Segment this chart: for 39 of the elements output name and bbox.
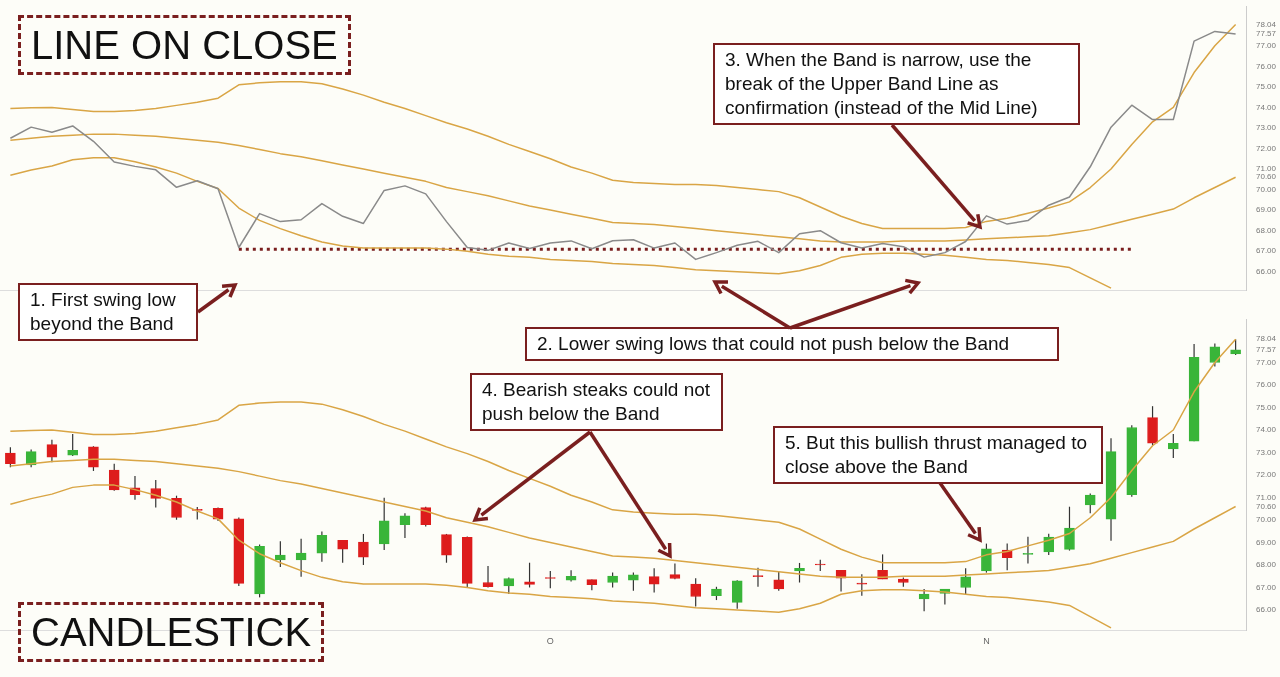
chart-title: LINE ON CLOSE (18, 15, 351, 75)
y-tick-label: 67.00 (1256, 582, 1277, 592)
y-tick-label: 77.00 (1256, 41, 1277, 51)
y-tick-label: 70.00 (1256, 515, 1277, 525)
y-tick-label: 66.00 (1256, 605, 1277, 615)
y-tick-label: 72.00 (1256, 143, 1277, 153)
x-tick-label: O (546, 636, 554, 647)
y-tick-label: 68.00 (1256, 225, 1277, 235)
y-tick-label: 70.60 (1256, 172, 1277, 182)
annotation: 4. Bearish steaks could not push below the Band (470, 373, 723, 431)
y-tick-label: 70.00 (1256, 184, 1277, 194)
y-tick-label: 69.00 (1256, 537, 1277, 547)
x-tick-label: N (983, 636, 990, 647)
y-tick-label: 73.00 (1256, 447, 1277, 457)
y-tick-label: 77.57 (1256, 344, 1277, 354)
annotation: 1. First swing low beyond the Band (18, 283, 198, 341)
y-tick-label: 69.00 (1256, 205, 1277, 215)
y-tick-label: 68.00 (1256, 560, 1277, 570)
y-tick-label: 73.00 (1256, 123, 1277, 133)
y-tick-label: 70.60 (1256, 501, 1277, 511)
y-tick-label: 66.00 (1256, 266, 1277, 276)
y-tick-label: 74.00 (1256, 102, 1277, 112)
y-tick-label: 74.00 (1256, 425, 1277, 435)
y-tick-label: 76.00 (1256, 380, 1277, 390)
y-tick-label: 75.00 (1256, 402, 1277, 412)
y-tick-label: 71.00 (1256, 492, 1277, 502)
y-tick-label: 77.00 (1256, 357, 1277, 367)
y-tick-label: 71.00 (1256, 164, 1277, 174)
y-tick-label: 77.57 (1256, 29, 1277, 39)
text: CANDLESTICK (18, 602, 325, 662)
annotation: 2. Lower swing lows that could not push below the Band (525, 327, 1059, 361)
y-tick-label: 76.00 (1256, 61, 1277, 71)
y-tick-label: 78.04 (1256, 19, 1277, 29)
y-tick-label: 67.00 (1256, 246, 1277, 256)
y-tick-label: 78.04 (1256, 334, 1277, 344)
y-tick-label: 75.00 (1256, 82, 1277, 92)
y-tick-label: 72.00 (1256, 470, 1277, 480)
annotation: 3. When the Band is narrow, use the break of the Upper Band Line as confirmation (instead of the Mid Line) (713, 43, 1080, 125)
annotation: 5. But this bullish thrust managed to close above the Band (773, 426, 1103, 484)
